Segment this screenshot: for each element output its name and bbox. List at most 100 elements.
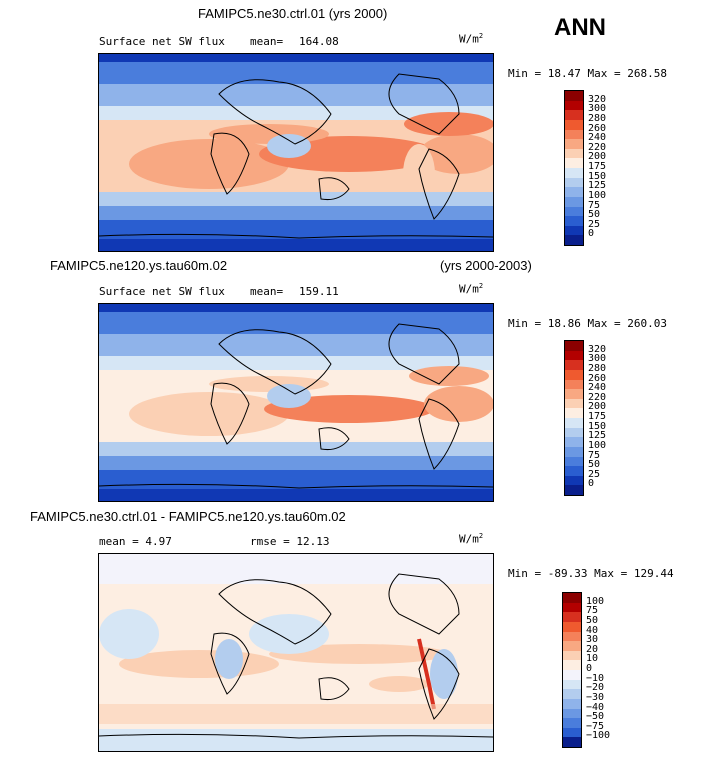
colorbar-segment (563, 621, 581, 632)
colorbar-tick-label: 175 (588, 161, 607, 172)
colorbar-tick-label: 280 (588, 362, 607, 374)
colorbar-tick-label: 125 (588, 180, 607, 192)
colorbar-segment (565, 110, 583, 120)
colorbar-segment (565, 379, 583, 390)
colorbar-tick-label: 200 (588, 151, 607, 163)
colorbar-segment (565, 100, 583, 111)
colorbar-tick-label: 50 (588, 209, 601, 221)
panel2-units: W/m2 (459, 282, 484, 296)
colorbar-tick-label: 50 (586, 614, 599, 626)
colorbar-tick-label: −50 (586, 711, 605, 723)
panel1-map-field (99, 54, 493, 251)
colorbar-segment (565, 129, 583, 140)
colorbar-segment (565, 427, 583, 438)
colorbar-tick-label: −20 (586, 682, 605, 694)
colorbar-tick-label: 25 (588, 468, 601, 480)
panel3-units: W/m2 (459, 532, 484, 546)
colorbar-tick-label: 0 (586, 663, 593, 674)
panel3-map (98, 553, 494, 752)
colorbar-tick-label: 25 (588, 218, 601, 230)
panel1-mean-value: 164.08 (299, 35, 339, 48)
colorbar-segment (565, 168, 583, 178)
colorbar-segment (565, 139, 583, 149)
colorbar-tick-label: 100 (586, 595, 605, 607)
panel2-mean-label: mean= (250, 285, 284, 298)
colorbar-segment (565, 158, 583, 168)
panel1-mean-label: mean= (250, 35, 284, 48)
panel1-variable: Surface net SW flux (99, 35, 225, 48)
colorbar-segment (565, 398, 583, 409)
colorbar-tick-label: 260 (588, 372, 607, 384)
season-label: ANN (554, 14, 606, 41)
colorbar-tick-label: 20 (586, 643, 599, 655)
panel1-map (98, 53, 494, 252)
colorbar-segment (563, 612, 581, 622)
panel2-mean-value: 159.11 (299, 285, 339, 298)
colorbar-segment (563, 698, 581, 709)
colorbar-tick-label: 150 (588, 420, 607, 432)
colorbar-segment (565, 437, 583, 447)
panel2-colorbar (564, 340, 584, 496)
panel2-variable: Surface net SW flux (99, 285, 225, 298)
colorbar-segment (565, 91, 583, 101)
colorbar-tick-label: 220 (588, 141, 607, 153)
panel3-colorbar (562, 592, 582, 748)
colorbar-segment (563, 660, 581, 670)
colorbar-segment (565, 177, 583, 188)
colorbar-tick-label: 100 (588, 189, 607, 201)
colorbar-segment (565, 418, 583, 428)
colorbar-tick-label: 320 (588, 93, 607, 105)
colorbar-segment (565, 350, 583, 361)
colorbar-segment (565, 148, 583, 159)
colorbar-segment (565, 216, 583, 226)
colorbar-segment (565, 341, 583, 351)
panel2-minmax: Min = 18.86 Max = 260.03 (508, 317, 667, 330)
colorbar-segment (563, 670, 581, 680)
colorbar-segment (565, 369, 583, 380)
colorbar-segment (563, 737, 581, 747)
colorbar-segment (565, 225, 583, 236)
colorbar-tick-label: 75 (588, 199, 601, 211)
panel3-mean: mean = 4.97 (99, 535, 172, 548)
colorbar-tick-label: 75 (588, 449, 601, 461)
colorbar-segment (565, 456, 583, 467)
colorbar-segment (563, 602, 581, 613)
colorbar-segment (565, 360, 583, 370)
colorbar-segment (565, 206, 583, 217)
colorbar-tick-label: 50 (588, 459, 601, 471)
colorbar-tick-label: 240 (588, 382, 607, 394)
colorbar-segment (563, 593, 581, 603)
colorbar-tick-label: 40 (586, 624, 599, 636)
colorbar-segment (565, 187, 583, 197)
colorbar-tick-label: 30 (586, 634, 599, 646)
colorbar-segment (563, 727, 581, 738)
colorbar-segment (565, 485, 583, 495)
panel2-title: FAMIPC5.ne120.ys.tau60m.02 (50, 258, 228, 273)
panel3-title: FAMIPC5.ne30.ctrl.01 - FAMIPC5.ne120.ys.… (30, 509, 346, 524)
colorbar-segment (563, 631, 581, 642)
panel1-colorbar (564, 90, 584, 246)
panel3-map-field (99, 554, 493, 751)
colorbar-segment (563, 641, 581, 651)
colorbar-tick-label: 240 (588, 132, 607, 144)
colorbar-segment (565, 389, 583, 399)
colorbar-segment (565, 119, 583, 130)
panel2-years: (yrs 2000-2003) (440, 258, 532, 273)
colorbar-tick-label: 320 (588, 343, 607, 355)
colorbar-tick-label: 300 (588, 353, 607, 365)
colorbar-tick-label: 300 (588, 103, 607, 115)
colorbar-tick-label: 0 (588, 478, 595, 490)
colorbar-tick-label: −30 (586, 691, 605, 703)
colorbar-segment (565, 466, 583, 476)
colorbar-tick-label: −40 (586, 701, 605, 713)
colorbar-segment (563, 650, 581, 661)
panel3-minmax: Min = -89.33 Max = 129.44 (508, 567, 674, 580)
colorbar-segment (563, 718, 581, 728)
colorbar-tick-label: 220 (588, 391, 607, 403)
panel1-minmax: Min = 18.47 Max = 268.58 (508, 67, 667, 80)
colorbar-tick-label: −100 (586, 730, 611, 742)
panel1-title: FAMIPC5.ne30.ctrl.01 (yrs 2000) (198, 6, 388, 21)
colorbar-tick-label: 280 (588, 112, 607, 124)
colorbar-segment (565, 446, 583, 457)
colorbar-tick-label: 125 (588, 430, 607, 442)
